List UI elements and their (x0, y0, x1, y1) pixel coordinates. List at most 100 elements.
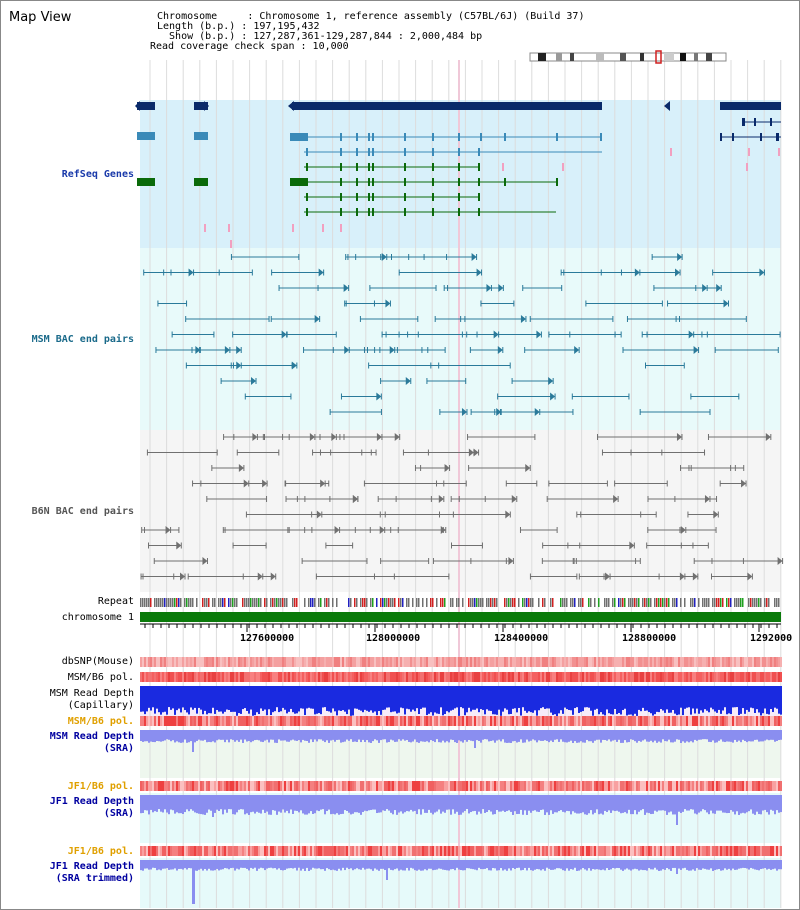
track-label-msm-bac[interactable]: MSM BAC end pairs (31, 334, 134, 345)
msm-capillary-depth (778, 686, 780, 714)
dbsnp-heat (618, 657, 620, 667)
track-label-b6n-bac[interactable]: B6N BAC end pairs (31, 506, 134, 517)
msm-bac-pair-arrow (471, 253, 477, 261)
jf1-b6-pol-heat-2 (710, 846, 712, 856)
msm-b6-pol-heat (446, 672, 448, 682)
jf1-sra-depth (292, 795, 294, 814)
dbsnp-heat (258, 657, 260, 667)
msm-b6-pol-heat-2 (736, 716, 738, 726)
msm-b6-pol-heat (570, 672, 572, 682)
msm-b6-pol-heat-2 (408, 716, 410, 726)
jf1-b6-pol-heat-2 (614, 846, 616, 856)
msm-b6-pol-heat-2 (390, 716, 392, 726)
jf1-sra-depth (224, 795, 226, 810)
msm-bac-pair-arrow (536, 330, 542, 339)
jf1-sra-depth (678, 795, 680, 812)
msm-b6-pol-heat (684, 672, 686, 682)
msm-capillary-depth (608, 686, 610, 714)
msm-sra-depth (560, 730, 562, 740)
msm-b6-pol-heat (174, 672, 176, 682)
jf1-b6-pol-heat (650, 781, 652, 791)
jf1-trim-depth (740, 860, 742, 869)
msm-sra-depth (326, 730, 328, 741)
jf1-trim-depth (688, 860, 690, 871)
msm-b6-pol-heat (440, 672, 442, 682)
msm-sra-depth (340, 730, 342, 743)
jf1-b6-pol-heat (370, 781, 372, 791)
jf1-sra-depth (610, 795, 612, 813)
jf1-trim-depth (484, 860, 486, 869)
jf1-trim-depth (512, 860, 514, 869)
jf1-b6-pol-heat (550, 781, 552, 791)
track-label-refseq[interactable]: RefSeq Genes (61, 169, 134, 180)
jf1-b6-pol-heat (360, 781, 362, 791)
dbsnp-heat (518, 657, 520, 667)
msm-capillary-depth (720, 686, 722, 714)
msm-b6-pol-heat (560, 672, 562, 682)
msm-capillary-depth (728, 686, 730, 714)
msm-b6-pol-heat-2 (550, 716, 552, 726)
repeat-mark (242, 598, 244, 607)
jf1-b6-pol-heat (154, 781, 156, 791)
msm-b6-pol-heat-2 (374, 716, 376, 726)
msm-b6-pol-heat (574, 672, 576, 682)
dbsnp-heat (604, 657, 606, 667)
jf1-trim-depth (146, 860, 148, 869)
jf1-sra-depth (250, 795, 252, 813)
jf1-trim-depth (452, 860, 454, 869)
msm-b6-pol-heat-2 (752, 716, 754, 726)
b6n-bac-pair-arrow (270, 572, 276, 581)
dbsnp-heat (470, 657, 472, 667)
jf1-sra-depth (500, 795, 502, 812)
msm-b6-pol-heat-2 (278, 716, 280, 726)
jf1-sra-depth (486, 795, 488, 812)
refseq-gene-row-exon (306, 163, 308, 171)
jf1-b6-pol-heat-2 (668, 846, 670, 856)
msm-capillary-depth (200, 686, 202, 710)
jf1-sra-depth (668, 795, 670, 813)
msm-b6-pol-heat (184, 672, 186, 682)
jf1-b6-pol-heat-2 (464, 846, 466, 856)
msm-b6-pol-heat-2 (150, 716, 152, 726)
jf1-b6-pol-heat (498, 781, 500, 791)
msm-sra-depth (168, 730, 170, 740)
jf1-sra-depth (764, 795, 766, 810)
jf1-b6-pol-heat (272, 781, 274, 791)
msm-sra-depth (196, 730, 198, 741)
ideogram-band (680, 53, 686, 61)
jf1-b6-pol-heat-2 (164, 846, 166, 856)
msm-capillary-depth (202, 686, 204, 715)
repeat-mark (168, 598, 170, 607)
jf1-b6-pol-heat (388, 781, 390, 791)
msm-bac-pair-arrow (677, 253, 683, 261)
msm-bac-pair-arrow (250, 377, 256, 385)
dbsnp-heat (434, 657, 436, 667)
dbsnp-heat (382, 657, 384, 667)
jf1-b6-pol-heat-2 (228, 846, 230, 856)
jf1-b6-pol-heat-2 (174, 846, 176, 856)
msm-capillary-depth (262, 686, 264, 711)
jf1-trim-depth (346, 860, 348, 868)
msm-sra-depth (426, 730, 428, 742)
jf1-trim-depth (480, 860, 482, 870)
msm-capillary-depth (734, 686, 736, 708)
jf1-trim-depth (736, 860, 738, 870)
jf1-trim-depth (464, 860, 466, 871)
jf1-b6-pol-heat (660, 781, 662, 791)
msm-sra-depth (648, 730, 650, 742)
msm-sra-depth (594, 730, 596, 741)
jf1-trim-depth (310, 860, 312, 870)
jf1-b6-pol-heat (432, 781, 434, 791)
repeat-mark (248, 598, 250, 607)
msm-b6-pol-heat (290, 672, 292, 682)
msm-b6-pol-heat-2 (772, 716, 774, 726)
jf1-b6-pol-heat (364, 781, 366, 791)
msm-sra-depth (604, 730, 606, 740)
msm-capillary-depth (590, 686, 592, 711)
jf1-trim-depth (266, 860, 268, 869)
dbsnp-heat (178, 657, 180, 667)
msm-capillary-depth (684, 686, 686, 709)
msm-capillary-depth (418, 686, 420, 715)
dbsnp-heat (266, 657, 268, 667)
